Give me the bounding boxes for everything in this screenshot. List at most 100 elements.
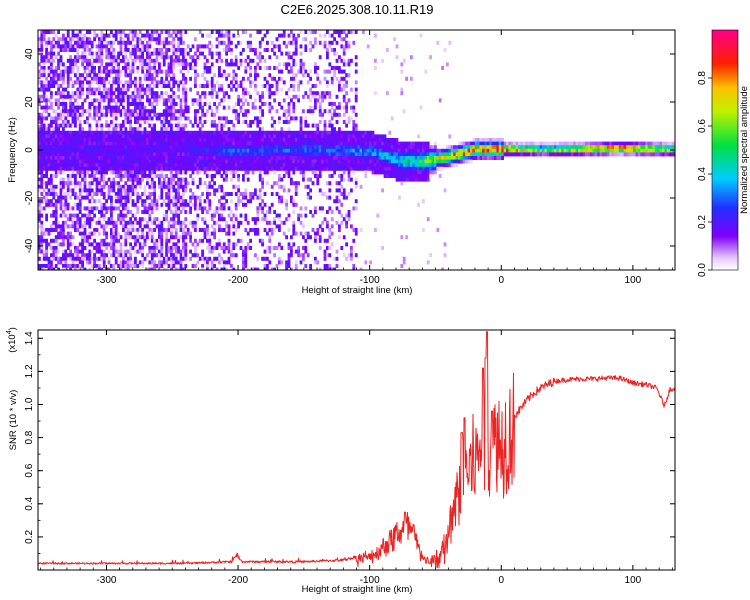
spectrogram-cell bbox=[165, 130, 168, 135]
spectrogram-cell bbox=[182, 51, 185, 56]
spectrogram-cell bbox=[76, 145, 80, 150]
spectrogram-cell bbox=[220, 40, 224, 45]
spectrogram-cell bbox=[203, 94, 207, 99]
spectrogram-cell bbox=[76, 159, 80, 164]
spectrogram-cell bbox=[290, 246, 293, 250]
spectrogram-cell bbox=[201, 166, 204, 171]
spectrogram-cell bbox=[64, 69, 68, 74]
spectrogram-cell bbox=[179, 202, 183, 207]
spectrogram-cell bbox=[57, 76, 60, 81]
spectrogram-cell bbox=[290, 253, 293, 258]
spectrogram-cell bbox=[42, 30, 46, 34]
spectrogram-cell bbox=[90, 181, 94, 186]
spectrogram-cell bbox=[66, 231, 70, 236]
spectrogram-cell bbox=[136, 120, 140, 124]
spectrogram-cell bbox=[268, 130, 272, 135]
spectrogram-cell bbox=[275, 163, 279, 168]
spectrogram-cell bbox=[86, 66, 89, 70]
spectrogram-cell bbox=[122, 184, 125, 189]
spectrogram-cell bbox=[182, 40, 185, 45]
spectrogram-cell bbox=[292, 138, 296, 142]
spectrogram-cell bbox=[335, 94, 339, 99]
spectrogram-cell bbox=[57, 40, 60, 45]
spectrogram-cell bbox=[220, 58, 224, 63]
spectrogram-cell bbox=[263, 170, 267, 175]
spectrogram-cell bbox=[352, 120, 356, 124]
spectrogram-cell bbox=[239, 166, 243, 171]
spectrogram-cell bbox=[90, 163, 94, 168]
spectrogram-cell bbox=[40, 166, 44, 171]
spectrogram-cell bbox=[78, 264, 82, 268]
spectrogram-cell bbox=[165, 40, 168, 45]
spectrogram-cell bbox=[261, 210, 264, 214]
spectrogram-cell bbox=[239, 40, 243, 45]
spectrogram-cell bbox=[110, 112, 113, 117]
spectrogram-cell bbox=[162, 98, 166, 103]
spectrogram-cell bbox=[107, 87, 111, 92]
spectrogram-cell bbox=[263, 48, 267, 52]
spectrogram-cell bbox=[270, 184, 274, 189]
spectrogram-cell bbox=[258, 44, 262, 49]
spectrogram-cell bbox=[150, 141, 154, 146]
spectrogram-cell bbox=[38, 210, 41, 214]
spectrogram-cell bbox=[258, 170, 262, 175]
spectrogram-cell bbox=[350, 145, 353, 150]
spectrogram-cell bbox=[38, 141, 41, 146]
spectrogram-cell bbox=[309, 48, 312, 52]
spectrogram-cell bbox=[57, 112, 60, 117]
spectrogram-cell bbox=[117, 98, 120, 103]
spectrogram-cell bbox=[117, 213, 120, 218]
spectrogram-cell bbox=[165, 228, 168, 232]
spectrogram-cell bbox=[203, 62, 207, 67]
spectrogram-cell bbox=[352, 130, 356, 135]
spectrogram-cell bbox=[57, 51, 60, 56]
spectrogram-cell bbox=[170, 105, 173, 110]
spectrogram-cell bbox=[88, 210, 92, 214]
spectrogram-cell bbox=[100, 58, 104, 63]
spectrogram-cell bbox=[167, 256, 171, 261]
spectrogram-cell bbox=[110, 220, 113, 225]
spectrogram-cell bbox=[251, 267, 255, 270]
spectrogram-cell bbox=[69, 98, 72, 103]
spectrogram-cell bbox=[196, 166, 200, 171]
spectrogram-cell bbox=[162, 62, 166, 67]
spectrogram-cell bbox=[227, 166, 231, 171]
spectrogram-cell bbox=[330, 138, 334, 142]
spectrogram-cell bbox=[198, 30, 202, 34]
spectrogram-cell bbox=[95, 148, 99, 153]
spectrogram-cell bbox=[47, 159, 51, 164]
spectrogram-cell bbox=[146, 55, 149, 60]
spectrogram-cell bbox=[38, 246, 41, 250]
spectrogram-cell bbox=[354, 148, 358, 153]
spectrogram-cell bbox=[138, 217, 142, 222]
spectrogram-cell bbox=[117, 134, 120, 139]
spectrogram-cell bbox=[90, 210, 94, 214]
spectrogram-cell bbox=[83, 231, 87, 236]
spectrogram-cell bbox=[182, 73, 185, 78]
spectrogram-cell bbox=[174, 181, 178, 186]
spectrogram-cell bbox=[138, 177, 142, 182]
spectrogram-cell bbox=[148, 44, 152, 49]
spectrogram-cell bbox=[275, 80, 279, 85]
spectrogram-cell bbox=[100, 44, 104, 49]
spectrogram-cell bbox=[117, 130, 120, 135]
spectrogram-cell bbox=[342, 166, 346, 171]
spectrogram-cell bbox=[93, 30, 96, 34]
spectrogram-cell bbox=[282, 62, 286, 67]
spectrogram-cell bbox=[172, 130, 176, 135]
spectrogram-cell bbox=[141, 102, 144, 106]
spectrogram-cell bbox=[275, 156, 279, 160]
spectrogram-cell bbox=[196, 170, 200, 175]
spectrogram-cell bbox=[254, 69, 257, 74]
spectrogram-cell bbox=[285, 109, 288, 114]
spectrogram-cell bbox=[227, 33, 231, 38]
spectrogram-cell bbox=[38, 156, 41, 160]
spectrogram-cell bbox=[354, 184, 358, 189]
spectrogram-cell bbox=[143, 152, 147, 157]
spectrogram-cell bbox=[167, 192, 171, 196]
spectrogram-cell bbox=[338, 156, 341, 160]
spectrogram-cell bbox=[232, 224, 236, 229]
spectrogram-cell bbox=[297, 87, 300, 92]
spectrogram-cell bbox=[326, 163, 329, 168]
spectrogram-cell bbox=[76, 138, 80, 142]
